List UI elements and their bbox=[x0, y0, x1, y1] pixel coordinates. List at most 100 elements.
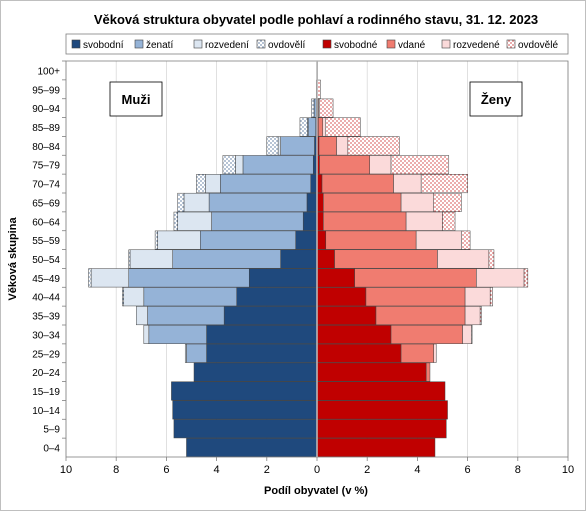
bar-men-ovdoveli-9 bbox=[89, 269, 92, 287]
x-tick-label: 0 bbox=[314, 464, 320, 476]
x-tick-label: 6 bbox=[465, 464, 471, 476]
bar-men-ovdoveli-15 bbox=[223, 155, 236, 173]
bar-women-svobodne-8 bbox=[317, 287, 366, 305]
bar-women-rozvedene-7 bbox=[465, 306, 480, 324]
bar-men-zenati-16 bbox=[281, 137, 315, 155]
y-tick-label: 100+ bbox=[37, 66, 60, 77]
bar-women-vdane-6 bbox=[391, 325, 463, 343]
bar-men-ovdoveli-12 bbox=[174, 212, 178, 230]
bar-men-zenati-10 bbox=[173, 250, 281, 268]
bar-men-svobodni-3 bbox=[171, 382, 317, 400]
y-tick-label: 65–69 bbox=[32, 198, 60, 209]
bar-men-rozvedeni-14 bbox=[205, 174, 220, 192]
bar-men-zenati-8 bbox=[144, 287, 237, 305]
bar-men-ovdoveli-8 bbox=[122, 287, 123, 305]
y-tick-label: 45–49 bbox=[32, 274, 60, 285]
bar-women-ovdovele-18 bbox=[319, 99, 333, 117]
legend-swatch-rozvedene bbox=[442, 40, 450, 48]
bar-men-ovdoveli-13 bbox=[178, 193, 184, 211]
panel-label-men-box: Muži bbox=[110, 82, 162, 116]
bar-women-vdane-7 bbox=[376, 306, 465, 324]
bar-women-rozvedene-15 bbox=[370, 155, 391, 173]
y-axis-label: Věková skupina bbox=[7, 217, 19, 301]
bar-men-rozvedeni-6 bbox=[144, 325, 149, 343]
bar-women-svobodne-5 bbox=[317, 344, 401, 362]
bar-men-svobodni-7 bbox=[224, 306, 317, 324]
bar-men-rozvedeni-10 bbox=[130, 250, 173, 268]
bar-women-rozvedene-5 bbox=[434, 344, 437, 362]
bar-women-rozvedene-9 bbox=[476, 269, 524, 287]
bar-women-ovdovele-7 bbox=[480, 306, 481, 324]
chart-title: Věková struktura obyvatel podle pohlaví … bbox=[94, 12, 538, 27]
legend-swatch-svobodne bbox=[323, 40, 331, 48]
bar-men-svobodni-11 bbox=[296, 231, 317, 249]
bar-women-ovdovele-16 bbox=[348, 137, 399, 155]
bar-women-rozvedene-17 bbox=[323, 118, 326, 136]
legend-label-svobodne: svobodné bbox=[334, 40, 378, 51]
bar-men-ovdoveli-14 bbox=[197, 174, 206, 192]
y-tick-label: 60–64 bbox=[32, 217, 60, 228]
bar-men-rozvedeni-7 bbox=[136, 306, 147, 324]
bar-women-vdane-4 bbox=[426, 363, 430, 381]
y-tick-label: 15–19 bbox=[32, 387, 60, 398]
bar-men-zenati-11 bbox=[200, 231, 295, 249]
panel-label-women-box: Ženy bbox=[470, 82, 522, 116]
bar-women-vdane-5 bbox=[401, 344, 434, 362]
y-tick-label: 40–44 bbox=[32, 293, 60, 304]
legend-label-ovdovele: ovdovělé bbox=[518, 40, 558, 51]
bar-women-ovdovele-15 bbox=[391, 155, 449, 173]
bar-women-svobodne-4 bbox=[317, 363, 426, 381]
bar-men-svobodni-5 bbox=[207, 344, 317, 362]
bar-women-rozvedene-14 bbox=[394, 174, 422, 192]
bar-men-rozvedeni-9 bbox=[91, 269, 129, 287]
x-tick-label: 6 bbox=[163, 464, 169, 476]
bar-women-rozvedene-13 bbox=[401, 193, 434, 211]
bar-women-svobodne-12 bbox=[317, 212, 323, 230]
y-tick-label: 0–4 bbox=[43, 444, 60, 455]
bar-men-svobodni-13 bbox=[307, 193, 317, 211]
bar-women-svobodne-10 bbox=[317, 250, 335, 268]
bar-women-svobodne-2 bbox=[317, 401, 448, 419]
y-tick-label: 55–59 bbox=[32, 236, 60, 247]
bar-women-vdane-9 bbox=[355, 269, 477, 287]
y-tick-label: 70–74 bbox=[32, 180, 60, 191]
bar-women-vdane-12 bbox=[323, 212, 406, 230]
bar-women-vdane-15 bbox=[320, 155, 370, 173]
legend-label-svobodni: svobodní bbox=[83, 40, 124, 51]
bar-men-svobodni-4 bbox=[194, 363, 317, 381]
bar-men-svobodni-6 bbox=[207, 325, 317, 343]
x-tick-label: 8 bbox=[113, 464, 119, 476]
bar-women-vdane-16 bbox=[319, 137, 337, 155]
y-tick-label: 30–34 bbox=[32, 330, 60, 341]
bar-men-zenati-18 bbox=[314, 99, 316, 117]
x-tick-label: 4 bbox=[214, 464, 220, 476]
bar-men-zenati-14 bbox=[220, 174, 310, 192]
bar-men-ovdoveli-18 bbox=[311, 99, 314, 117]
bar-men-ovdoveli-11 bbox=[155, 231, 158, 249]
bar-men-svobodni-9 bbox=[249, 269, 317, 287]
bar-women-ovdovele-8 bbox=[490, 287, 493, 305]
bar-women-svobodne-11 bbox=[317, 231, 326, 249]
bar-women-vdane-17 bbox=[318, 118, 323, 136]
bar-men-svobodni-12 bbox=[303, 212, 317, 230]
bar-women-rozvedene-6 bbox=[463, 325, 472, 343]
bar-men-svobodni-10 bbox=[281, 250, 317, 268]
legend-swatch-ovdoveli bbox=[257, 40, 265, 48]
bar-men-ovdoveli-17 bbox=[300, 118, 308, 136]
bar-women-ovdovele-10 bbox=[489, 250, 494, 268]
x-tick-label: 4 bbox=[414, 464, 420, 476]
panel-label-men: Muži bbox=[122, 92, 151, 107]
bar-women-svobodne-0 bbox=[317, 438, 435, 456]
legend-label-rozvedene: rozvedené bbox=[453, 40, 500, 51]
bar-women-ovdovele-6 bbox=[471, 325, 472, 343]
bar-women-ovdovele-9 bbox=[524, 269, 528, 287]
bar-men-rozvedeni-15 bbox=[235, 155, 243, 173]
bar-men-svobodni-2 bbox=[173, 401, 317, 419]
y-tick-label: 85–89 bbox=[32, 123, 60, 134]
bar-men-rozvedeni-12 bbox=[178, 212, 212, 230]
bar-men-ovdoveli-10 bbox=[129, 250, 130, 268]
bar-women-vdane-10 bbox=[335, 250, 438, 268]
bar-women-vdane-13 bbox=[323, 193, 401, 211]
